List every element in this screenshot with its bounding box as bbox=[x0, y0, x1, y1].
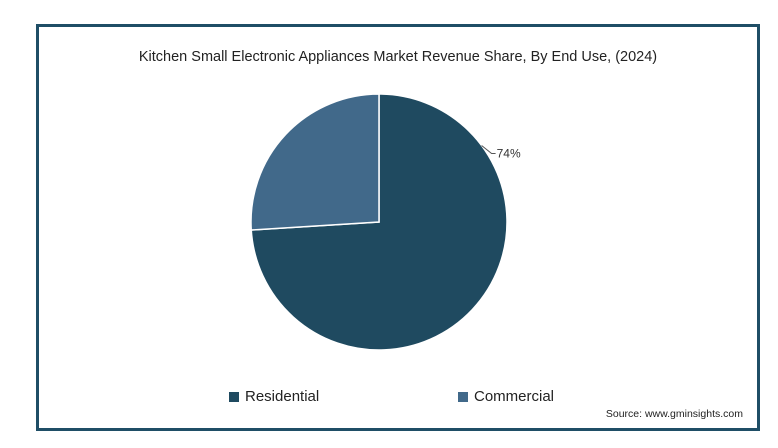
chart-frame: Kitchen Small Electronic Appliances Mark… bbox=[36, 24, 760, 431]
data-label-residential: 74% bbox=[497, 146, 521, 160]
data-label-leader-line bbox=[481, 145, 496, 154]
chart-title: Kitchen Small Electronic Appliances Mark… bbox=[138, 49, 658, 65]
legend-item-commercial: Commercial bbox=[458, 388, 554, 405]
pie-chart: 74% bbox=[250, 93, 521, 351]
legend: Residential Commercial bbox=[39, 388, 757, 408]
legend-swatch-residential bbox=[229, 391, 239, 402]
pie-slice-commercial bbox=[250, 93, 380, 231]
legend-item-residential: Residential bbox=[229, 388, 319, 405]
legend-label-commercial: Commercial bbox=[474, 388, 555, 405]
legend-label-residential: Residential bbox=[245, 388, 320, 405]
source-note: Source: www.gminsights.com bbox=[605, 408, 743, 420]
legend-swatch-commercial bbox=[458, 391, 468, 402]
